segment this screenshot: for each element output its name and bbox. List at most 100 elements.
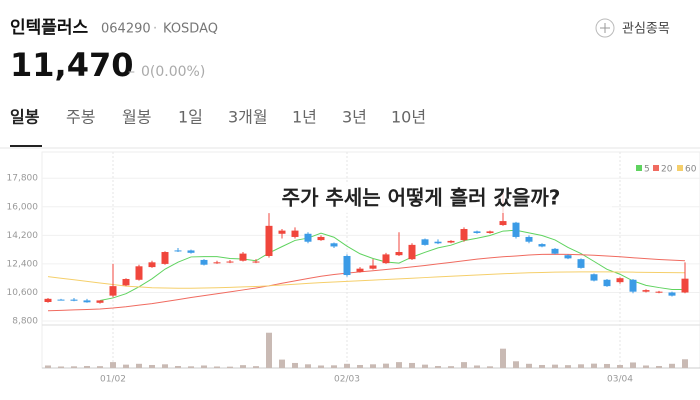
candle-body <box>291 230 299 237</box>
volume-bar <box>578 364 584 368</box>
candle-body <box>668 292 676 296</box>
candle-body <box>44 298 52 302</box>
y-tick-label: 17,800 <box>7 174 39 184</box>
volume-bar <box>240 365 246 368</box>
candle-body <box>460 229 468 241</box>
volume-bar <box>318 365 324 368</box>
volume-bar <box>513 361 519 368</box>
candle-body <box>512 222 520 237</box>
volume-bar <box>500 348 506 368</box>
moving-average-line <box>47 253 686 312</box>
candle-body <box>330 243 338 247</box>
candle-body <box>135 266 143 280</box>
candle-body <box>252 261 260 263</box>
volume-bar <box>617 364 623 368</box>
candle-body <box>226 261 234 263</box>
y-tick-label: 12,400 <box>7 259 39 269</box>
stock-code: 064290 <box>101 22 151 37</box>
candle-body <box>278 230 286 234</box>
candle-body <box>109 286 117 296</box>
volume-bar <box>487 366 493 368</box>
market: KOSDAQ <box>163 22 218 37</box>
volume-bar <box>344 363 350 368</box>
volume-bar <box>331 365 337 368</box>
title-backdrop <box>230 183 612 213</box>
volume-bar <box>84 365 90 368</box>
period-tab[interactable]: 일봉 <box>10 108 40 127</box>
candle-body <box>213 262 221 264</box>
volume-bar <box>630 362 636 368</box>
y-tick-label: 14,200 <box>7 231 39 241</box>
volume-bar <box>682 359 688 368</box>
period-tab[interactable]: 3년 <box>342 108 367 127</box>
stock-name: 인텍플러스 <box>10 18 89 38</box>
plus-sign <box>600 23 610 33</box>
volume-bar <box>357 364 363 368</box>
candle-body <box>200 259 208 265</box>
candle-body <box>616 278 624 283</box>
period-tab[interactable]: 3개월 <box>228 108 268 127</box>
volume-bar <box>448 366 454 368</box>
volume-bar <box>266 332 272 368</box>
volume-bar <box>435 365 441 368</box>
candle-body <box>564 255 572 259</box>
period-tab[interactable]: 월봉 <box>122 108 151 127</box>
candle-body <box>655 291 663 293</box>
volume-bar <box>58 366 64 368</box>
y-tick-label: 16,000 <box>7 202 39 212</box>
legend-swatch <box>636 165 642 171</box>
volume-bar <box>552 364 558 368</box>
candle-body <box>590 274 598 281</box>
volume-bar <box>669 363 675 368</box>
candle-body <box>421 239 429 245</box>
candle-body <box>681 278 689 293</box>
candle-body <box>187 250 195 253</box>
current-price: 11,470 <box>10 46 133 84</box>
volume-bar <box>292 362 298 368</box>
candle-body <box>70 299 78 301</box>
period-tab[interactable]: 1일 <box>178 108 203 127</box>
volume-bar <box>162 364 168 368</box>
candle-body <box>304 233 312 242</box>
volume-bar <box>461 362 467 368</box>
volume-bar <box>305 364 311 368</box>
candle-body <box>538 244 546 247</box>
price-change: 0(0.00%) <box>141 64 205 80</box>
period-tab[interactable]: 1년 <box>292 108 317 127</box>
volume-bar <box>370 364 376 368</box>
candle-body <box>486 231 494 233</box>
volume-bar <box>227 366 233 368</box>
watchlist-button[interactable]: 관심종목 <box>595 18 670 38</box>
candle-body <box>122 278 130 286</box>
y-tick-label: 8,800 <box>12 317 38 327</box>
legend-label: 60 <box>685 165 697 175</box>
candle-body <box>408 244 416 260</box>
candle-body <box>57 299 65 301</box>
legend-label: 5 <box>644 165 650 175</box>
volume-bar <box>97 366 103 368</box>
volume-bar <box>383 363 389 368</box>
period-tab[interactable]: 10년 <box>391 108 426 127</box>
candle-body <box>603 279 611 287</box>
volume-bar <box>474 365 480 368</box>
x-tick-label: 02/03 <box>334 375 360 385</box>
volume-bar <box>604 363 610 368</box>
candle-body <box>317 236 325 241</box>
volume-bar <box>656 365 662 368</box>
volume-bar <box>565 365 571 368</box>
volume-bar <box>409 362 415 368</box>
candle-body <box>629 279 637 292</box>
candle-body <box>525 236 533 242</box>
volume-bar <box>45 365 51 368</box>
volume-bar <box>175 365 181 368</box>
period-tab[interactable]: 주봉 <box>66 108 95 127</box>
candle-body <box>83 300 91 303</box>
moving-average-line <box>47 271 686 289</box>
candle-body <box>499 221 507 226</box>
volume-bar <box>201 365 207 368</box>
watchlist-label[interactable]: 관심종목 <box>622 22 670 37</box>
candle-body <box>577 259 585 268</box>
x-tick-label: 03/04 <box>607 375 633 385</box>
volume-bar <box>123 364 129 368</box>
